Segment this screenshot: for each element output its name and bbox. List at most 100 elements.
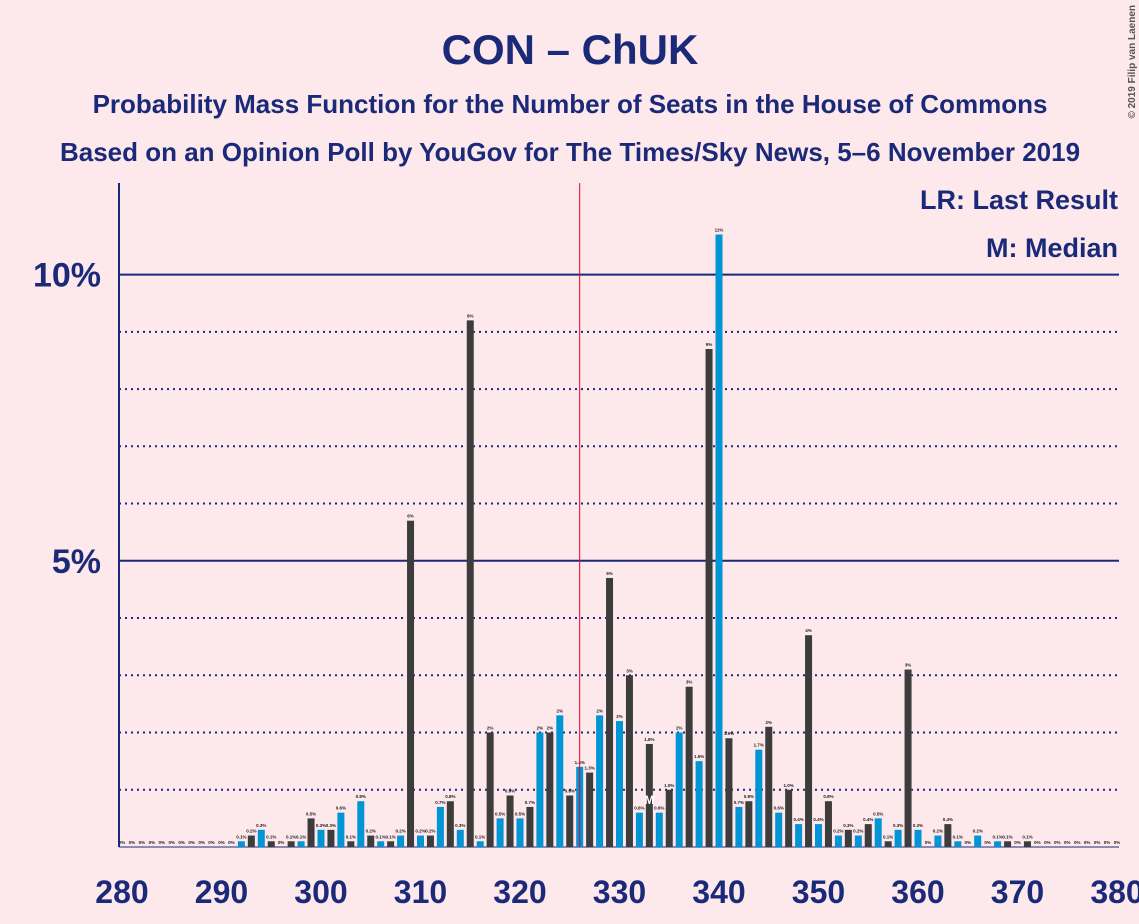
x-tick-label: 350 [792, 874, 845, 910]
bar [934, 835, 942, 847]
data-label: 0.2% [853, 829, 863, 834]
data-label: 0% [218, 840, 225, 845]
data-label: 0.2% [933, 829, 943, 834]
bar [685, 686, 693, 847]
data-label: 3% [905, 663, 912, 668]
bar [725, 738, 733, 847]
data-label: 0.7% [734, 800, 744, 805]
data-label: 0.8% [823, 794, 833, 799]
data-label: 2% [537, 726, 544, 731]
data-label: 0% [1064, 840, 1071, 845]
bar [775, 812, 783, 847]
bar [496, 818, 504, 847]
data-label: 0% [129, 840, 136, 845]
data-label: 0.6% [654, 806, 664, 811]
data-label: 3% [686, 680, 693, 685]
data-label: 0.2% [415, 829, 425, 834]
bar [426, 835, 434, 847]
bar [615, 721, 623, 847]
data-label: 0% [984, 840, 991, 845]
data-label: 0.9% [565, 788, 575, 793]
data-label: 0.1% [346, 834, 356, 839]
bar [715, 234, 723, 848]
data-label: 0.5% [515, 811, 525, 816]
bar [944, 824, 952, 847]
data-label: 0.4% [813, 817, 823, 822]
bar [317, 829, 325, 847]
data-label: 1.0% [664, 783, 674, 788]
bar [416, 835, 424, 847]
x-tick-label: 320 [493, 874, 546, 910]
x-tick-label: 380 [1090, 874, 1139, 910]
data-label: 0.2% [425, 829, 435, 834]
bar [645, 743, 653, 847]
data-label: 0% [159, 840, 166, 845]
data-label: 1.3% [585, 766, 595, 771]
bar [705, 349, 713, 847]
data-label: 2% [765, 720, 772, 725]
bar [546, 732, 554, 847]
bar [456, 829, 464, 847]
bar [516, 818, 524, 847]
data-label: 1.9% [724, 731, 734, 736]
bar [566, 795, 574, 847]
bar [476, 841, 484, 847]
data-label: 1.5% [694, 754, 704, 759]
data-label: 0% [1054, 840, 1061, 845]
data-label: 0% [149, 840, 156, 845]
data-label: 2% [547, 726, 554, 731]
data-label: 0.4% [863, 817, 873, 822]
bar [914, 829, 922, 847]
bar [954, 841, 962, 847]
legend-entry: M: Median [986, 233, 1118, 263]
data-label: 0.4% [793, 817, 803, 822]
data-label: 0% [1034, 840, 1041, 845]
data-label: 0% [1094, 840, 1101, 845]
bar [675, 732, 683, 847]
bar [665, 789, 673, 847]
bar [1023, 841, 1031, 847]
bar [655, 812, 663, 847]
data-label: 0.3% [316, 823, 326, 828]
y-tick-label: 10% [33, 257, 101, 295]
data-label: 0.1% [953, 834, 963, 839]
bar [805, 635, 813, 847]
bar [337, 812, 345, 847]
data-label: 1.0% [784, 783, 794, 788]
data-label: 0.1% [296, 834, 306, 839]
data-label: 2% [487, 726, 494, 731]
data-label: 0.3% [326, 823, 336, 828]
bar [815, 824, 823, 847]
bar [506, 795, 514, 847]
bar [974, 835, 982, 847]
bar [436, 806, 444, 847]
bar [397, 835, 405, 847]
copyright: © 2019 Filip van Laenen [1127, 5, 1138, 119]
data-label: 1.7% [754, 743, 764, 748]
x-tick-label: 330 [593, 874, 646, 910]
bar [745, 801, 753, 847]
data-label: 0.7% [435, 800, 445, 805]
bar [735, 806, 743, 847]
data-label: 2% [596, 708, 603, 713]
chart-title: CON – ChUK [442, 26, 699, 73]
data-label: 0.5% [306, 811, 316, 816]
bar [377, 841, 385, 847]
data-label: 0.2% [366, 829, 376, 834]
data-label: 0.3% [843, 823, 853, 828]
bar [606, 577, 614, 847]
bar [1004, 841, 1012, 847]
data-label: 5% [606, 571, 613, 576]
data-label: 0% [1114, 840, 1121, 845]
data-label: 0% [1074, 840, 1081, 845]
x-tick-label: 280 [95, 874, 148, 910]
data-label: 0.2% [395, 829, 405, 834]
data-label: 0.1% [883, 834, 893, 839]
bar [556, 715, 564, 847]
data-label: 1.8% [644, 737, 654, 742]
data-label: 2% [557, 708, 564, 713]
bar [536, 732, 544, 847]
data-label: 0% [139, 840, 146, 845]
data-label: 0% [1104, 840, 1111, 845]
data-label: 0% [925, 840, 932, 845]
